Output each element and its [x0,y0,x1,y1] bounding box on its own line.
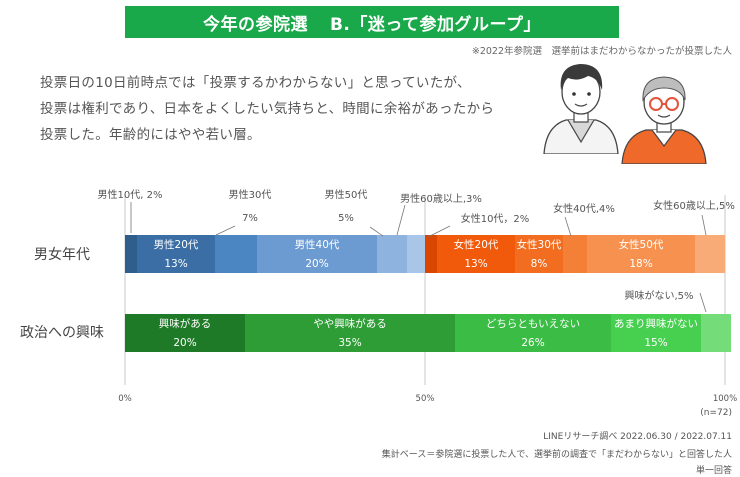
description-line-2: 投票は権利であり、日本をよくしたい気持ちと、時間に余裕があったから [40,101,495,117]
segment-name-label: 男性50代 [325,188,368,201]
segment-name-label: 女性10代，2% [461,212,530,225]
x-tick-label: 0% [118,394,132,404]
row-label: 男女年代 [34,246,90,263]
leader-line [699,292,707,313]
bar-segment [611,314,701,352]
bar-segment [125,235,137,273]
bar-segment [137,235,215,273]
aggregation-base: 集計ベース＝参院選に投票した人で、選挙前の調査で「まだわからない」と回答した人 [381,450,732,460]
bar-segment [455,314,611,352]
bar-segment [257,235,377,273]
bar-segment [701,314,731,352]
leader-line [564,216,572,237]
segment-name-label: 男性40代 [295,238,340,251]
description: 投票日の10日前時点では「投票するかわからない」と思っていたが、 投票は権利であ… [40,70,520,148]
x-tick-label: 50% [416,394,435,404]
segment-name-label: 男性60歳以上,3% [400,192,482,205]
segment-value-label: 7% [242,213,258,224]
segment-value-label: 26% [521,337,544,349]
segment-name-label: あまり興味がない [614,317,698,330]
bar-segment [125,314,245,352]
segment-name-label: 興味がない,5% [624,289,693,302]
young-man-illustration [543,64,619,154]
segment-value-label: 35% [338,337,361,349]
row-label: 政治への興味 [20,325,104,341]
segment-name-label: 女性60歳以上,5% [653,199,735,212]
bar-segment [695,235,725,273]
segment-value-label: 13% [164,258,187,270]
segment-name-label: どちらともいえない [486,318,580,330]
segment-name-label: やや興味がある [313,317,387,330]
segment-name-label: 男性30代 [229,188,272,201]
segment-value-label: 18% [629,258,652,270]
title-banner: 今年の参院選 B.「迷って参加グループ」 [125,6,619,38]
segment-name-label: 男性20代 [154,238,199,251]
segment-name-label: 女性30代 [517,238,562,251]
survey-source: LINEリサーチ調べ 2022.06.30 / 2022.07.11 [543,432,732,442]
leader-line [427,225,451,238]
leader-line [701,214,707,236]
survey-note: ※2022年参院選 選挙前はまだわからなかったが投票した人 [471,46,732,57]
title-part1: 今年の参院選 [202,14,308,35]
elderly-man-with-glasses-illustration [621,76,707,164]
segment-name-label: 女性20代 [454,238,499,251]
segment-value-label: 13% [464,258,487,270]
segment-value-label: 20% [305,258,328,270]
bar-segment [245,314,455,352]
leader-line [369,226,384,237]
sample-size: (n=72) [700,408,732,418]
segment-name-label: 女性40代,4% [553,202,615,215]
segment-value-label: 5% [338,213,354,224]
leader-line [396,204,406,236]
x-tick-label: 100% [713,394,737,404]
bar-segment [425,235,437,273]
bar-segment [515,235,563,273]
description-line-3: 投票した。年齢的にはやや若い層。 [40,127,261,143]
segment-name-label: 男性10代, 2% [98,188,163,201]
segment-value-label: 20% [173,337,196,349]
title-part2: B.「迷って参加グループ」 [329,14,542,35]
bar-segment [587,235,695,273]
segment-name-label: 興味がある [159,317,212,330]
segment-value-label: 15% [644,337,667,349]
segment-name-label: 女性50代 [619,238,664,251]
answer-type: 単一回答 [695,466,732,476]
bar-segment [437,235,515,273]
bar-segment [215,235,257,273]
description-line-1: 投票日の10日前時点では「投票するかわからない」と思っていたが、 [40,75,471,91]
bar-segment [377,235,407,273]
segment-value-label: 8% [531,258,548,270]
bar-segment [407,235,425,273]
bar-segment [563,235,587,273]
leader-line [215,225,236,236]
